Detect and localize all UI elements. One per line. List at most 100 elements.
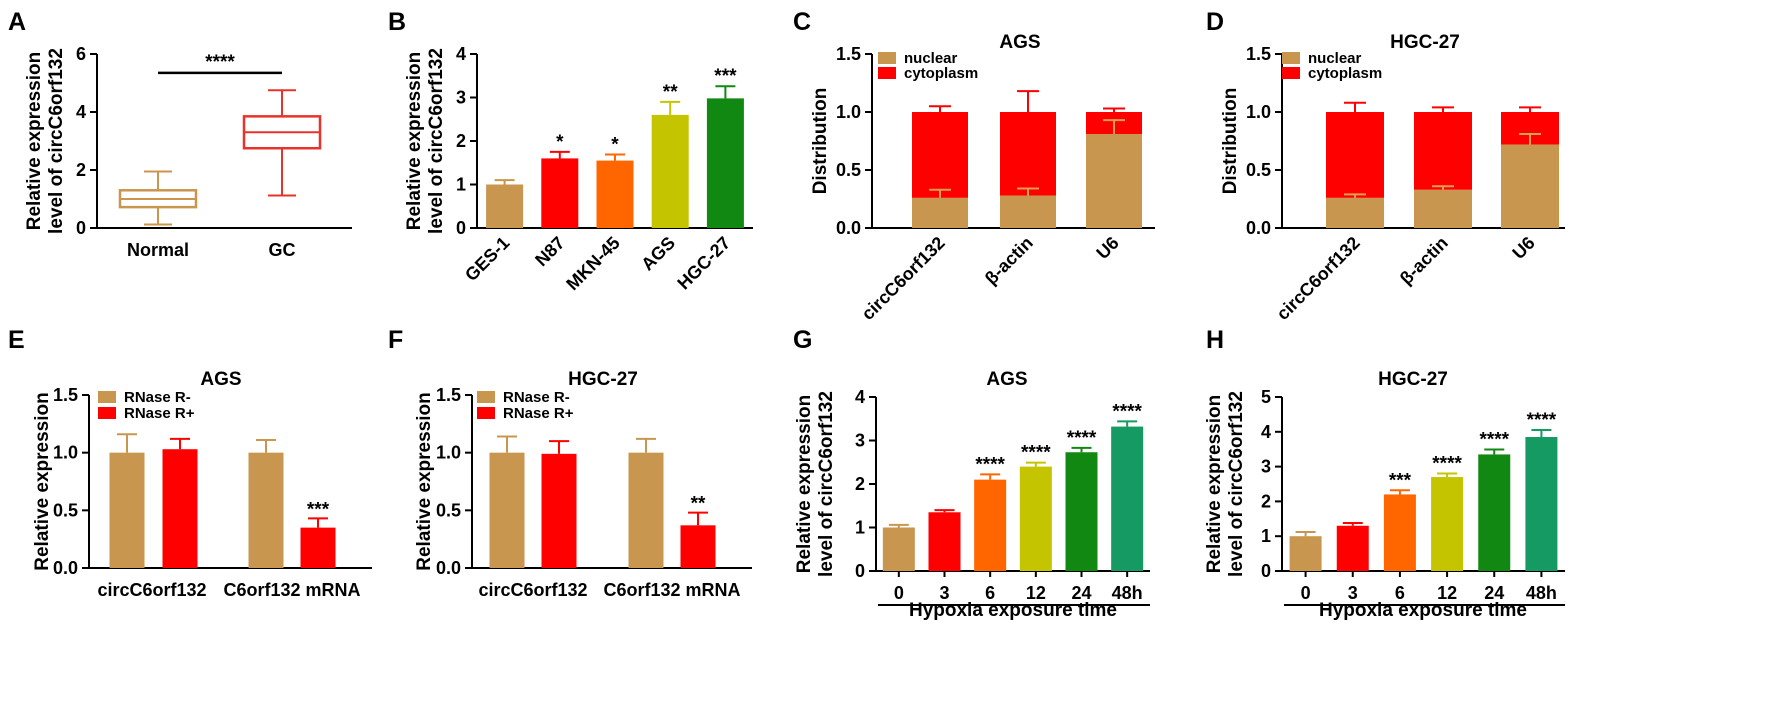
y-axis-label: Relative expression: [32, 392, 53, 570]
y-axis-label-line: Relative expression: [32, 392, 53, 570]
significance-label: ****: [1067, 428, 1097, 449]
bar: [489, 452, 525, 568]
y-tick-label: 1.5: [836, 44, 861, 64]
bar: [628, 452, 664, 568]
y-axis-label: Relative expression level of circC6orf132: [24, 48, 67, 234]
panel-label: F: [388, 326, 403, 354]
y-tick-label: 0.0: [836, 218, 861, 238]
y-axis-label: Relative expression level of circC6orf132: [1204, 391, 1247, 577]
y-tick-label: 4: [855, 387, 865, 407]
y-tick-label: 3: [456, 88, 466, 108]
significance-label: ***: [307, 499, 330, 520]
legend-label: RNase R-: [503, 389, 570, 406]
bar-segment-nuclear: [1501, 144, 1559, 228]
y-axis-label: Relative expression: [414, 392, 435, 570]
legend-label: RNase R+: [503, 405, 574, 422]
panel-label: H: [1206, 326, 1224, 354]
significance-label: ****: [1021, 443, 1051, 464]
x-tick-label: β-actin: [981, 233, 1037, 289]
panel-g: G AGS Relative expression level of circC6or…: [793, 326, 1150, 621]
panel-f: F HGC-27 Relative expression 0.0 0.5 1.0 1.5 ci…: [388, 326, 752, 600]
x-tick-label: 24: [1071, 583, 1091, 603]
bar-segment-cytoplasm: [912, 112, 968, 198]
y-tick-label: 0.5: [836, 160, 861, 180]
significance-label: ****: [1432, 454, 1462, 475]
y-tick-label: 2: [1261, 491, 1271, 511]
x-tick-label: 3: [939, 583, 949, 603]
x-tick-label: 0: [894, 583, 904, 603]
chart-title: HGC-27: [568, 369, 638, 390]
bar-segment-cytoplasm: [1000, 112, 1056, 196]
x-tick-label: U6: [1092, 233, 1122, 263]
y-tick-label: 0.5: [436, 500, 461, 520]
y-axis-label: Relative expression level of circC6orf132: [794, 391, 837, 577]
y-axis-label-line: Distribution: [810, 88, 831, 195]
x-tick-label: AGS: [637, 233, 679, 275]
legend-swatch: [1282, 67, 1300, 79]
y-axis-label-line: Relative expression: [24, 52, 45, 230]
legend-swatch: [477, 407, 495, 419]
y-tick-label: 5: [1261, 387, 1271, 407]
bar: [651, 114, 689, 228]
legend-label: cytoplasm: [1308, 65, 1382, 82]
bar-segment-cytoplasm: [1326, 112, 1384, 198]
bar: [928, 512, 961, 571]
bar: [1478, 454, 1511, 571]
legend-swatch: [98, 407, 116, 419]
y-tick-label: 0.0: [53, 558, 78, 578]
bar: [300, 527, 336, 568]
significance-label: ****: [1527, 410, 1557, 431]
x-tick-label: 6: [985, 583, 995, 603]
bar: [1383, 494, 1416, 571]
bar: [109, 452, 145, 568]
x-tick-label: circC6orf132: [478, 580, 587, 600]
y-axis-label-line: level of circC6orf132: [46, 48, 67, 234]
y-tick-label: 1.5: [1246, 44, 1271, 64]
bar-segment-nuclear: [1326, 197, 1384, 228]
legend-label: RNase R+: [124, 405, 195, 422]
x-tick-label: GC: [269, 240, 296, 260]
y-tick-label: 1.0: [1246, 102, 1271, 122]
bar: [1431, 477, 1464, 571]
bar: [1336, 525, 1369, 571]
y-tick-label: 2: [76, 160, 86, 180]
panel-label: D: [1206, 8, 1224, 36]
y-tick-label: 0: [76, 218, 86, 238]
x-tick-label: U6: [1508, 233, 1538, 263]
bar: [486, 184, 524, 228]
x-tick-label: β-actin: [1396, 233, 1452, 289]
significance-label: ****: [1112, 401, 1142, 422]
y-axis-label-line: level of circC6orf132: [816, 391, 837, 577]
bar-segment-nuclear: [1086, 134, 1142, 228]
bar-segment-nuclear: [1414, 189, 1472, 228]
y-tick-label: 1.0: [53, 443, 78, 463]
y-tick-label: 4: [76, 102, 86, 122]
panel-label: G: [793, 326, 812, 354]
bar: [706, 98, 744, 229]
bar: [1019, 466, 1052, 571]
y-tick-label: 0.5: [1246, 160, 1271, 180]
y-tick-label: 1.5: [436, 385, 461, 405]
x-tick-label: 0: [1301, 583, 1311, 603]
bar: [1111, 426, 1144, 571]
x-tick-label: N87: [531, 233, 568, 270]
significance-label: ****: [975, 454, 1005, 475]
bar: [541, 453, 577, 568]
chart-title: HGC-27: [1378, 369, 1448, 390]
x-tick-label: circC6orf132: [1273, 233, 1364, 324]
y-axis-label: Distribution: [1220, 88, 1241, 195]
bar: [1065, 452, 1098, 571]
bar: [541, 158, 579, 228]
bar-segment-nuclear: [1000, 195, 1056, 228]
x-tick-label: 48h: [1526, 583, 1557, 603]
chart-title: HGC-27: [1390, 32, 1460, 53]
bar: [1525, 437, 1558, 571]
legend-label: cytoplasm: [904, 65, 978, 82]
bar-segment-nuclear: [912, 197, 968, 228]
legend-label: nuclear: [904, 50, 958, 67]
legend-swatch: [98, 391, 116, 403]
panel-label: A: [8, 8, 26, 36]
chart-title: AGS: [986, 369, 1027, 390]
y-axis-label-line: Relative expression: [794, 395, 815, 573]
legend-swatch: [878, 52, 896, 64]
